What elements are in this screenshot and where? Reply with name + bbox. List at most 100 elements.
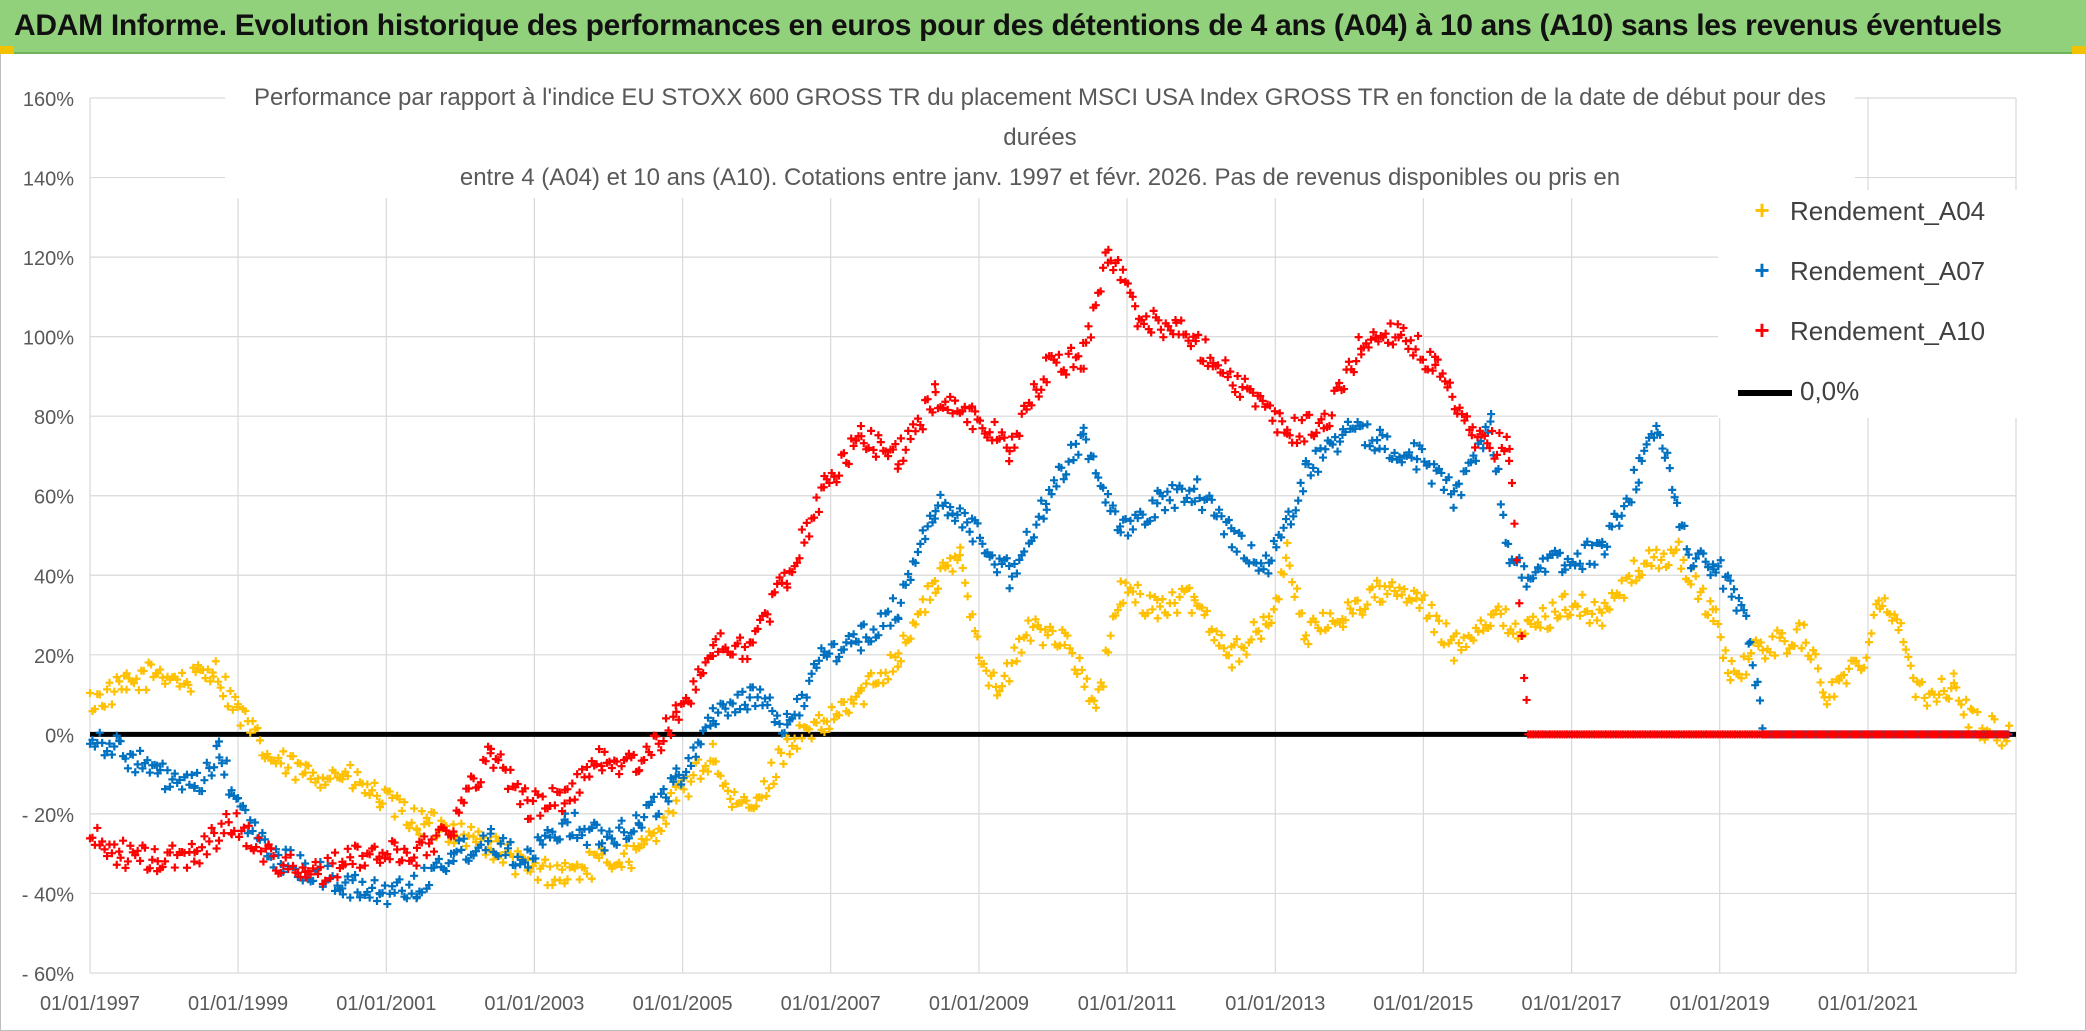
data-point <box>1368 583 1377 592</box>
data-point <box>888 594 897 603</box>
data-point <box>331 848 340 857</box>
data-point <box>202 758 211 767</box>
data-point <box>825 724 834 733</box>
data-point <box>1145 516 1154 525</box>
data-point <box>548 827 557 836</box>
data-point <box>1282 553 1291 562</box>
data-point <box>1575 611 1584 620</box>
data-point <box>1353 418 1362 427</box>
data-point <box>1331 433 1340 442</box>
data-point <box>1277 533 1286 542</box>
data-point <box>214 836 223 845</box>
data-point <box>1583 537 1592 546</box>
data-point <box>2002 737 2011 746</box>
data-point <box>1219 644 1228 653</box>
data-point <box>1592 616 1601 625</box>
data-point <box>1251 402 1260 411</box>
data-point <box>1034 512 1043 521</box>
data-point <box>1415 603 1424 612</box>
data-point <box>189 663 198 672</box>
data-point <box>1437 468 1446 477</box>
data-point <box>1074 450 1083 459</box>
data-point <box>1353 596 1362 605</box>
data-point <box>711 635 720 644</box>
data-point <box>800 538 809 547</box>
data-point <box>1780 637 1789 646</box>
data-point <box>450 831 459 840</box>
data-point <box>528 797 537 806</box>
data-point <box>888 445 897 454</box>
data-point <box>116 737 125 746</box>
legend-label: 0,0% <box>1800 376 1860 406</box>
data-point <box>765 617 774 626</box>
data-point <box>182 863 191 872</box>
data-point <box>390 812 399 821</box>
data-point <box>775 719 784 728</box>
data-point <box>1034 392 1043 401</box>
x-tick-label: 01/01/1999 <box>188 993 288 1015</box>
data-point <box>365 850 374 859</box>
data-point <box>1344 357 1353 366</box>
data-point <box>1063 631 1072 640</box>
data-point <box>805 676 814 685</box>
data-point <box>1079 364 1088 373</box>
data-point <box>1109 266 1118 275</box>
data-point <box>217 759 226 768</box>
data-point <box>355 863 364 872</box>
data-point <box>210 829 219 838</box>
x-tick-label: 01/01/1997 <box>40 993 140 1015</box>
data-point <box>921 608 930 617</box>
data-point <box>856 422 865 431</box>
data-point <box>918 526 927 535</box>
data-point <box>1533 618 1542 627</box>
data-point <box>1317 415 1326 424</box>
data-point <box>343 844 352 853</box>
data-point <box>1064 457 1073 466</box>
data-point <box>251 818 260 827</box>
data-point <box>412 843 421 852</box>
data-point <box>1520 562 1529 571</box>
data-point <box>1091 469 1100 478</box>
data-point <box>1373 436 1382 445</box>
data-point <box>666 731 675 740</box>
data-point <box>1652 421 1661 430</box>
data-point <box>835 711 844 720</box>
data-point <box>388 882 397 891</box>
data-point <box>242 842 251 851</box>
data-point <box>464 784 473 793</box>
data-point <box>931 507 940 516</box>
data-point <box>161 857 170 866</box>
data-point <box>123 764 132 773</box>
data-point <box>795 554 804 563</box>
data-point <box>110 687 119 696</box>
data-point <box>313 870 322 879</box>
data-point <box>1113 606 1122 615</box>
data-point <box>284 865 293 874</box>
data-point <box>1520 673 1529 682</box>
data-point <box>1269 536 1278 545</box>
data-point <box>901 580 910 589</box>
data-point <box>1830 692 1839 701</box>
legend-label: Rendement_A07 <box>1790 256 1986 286</box>
data-point <box>1238 383 1247 392</box>
data-point <box>896 434 905 443</box>
data-point <box>228 705 237 714</box>
data-point <box>100 702 109 711</box>
data-point <box>1215 641 1224 650</box>
data-point <box>1714 562 1723 571</box>
data-point <box>1522 582 1531 591</box>
data-point <box>390 838 399 847</box>
data-point <box>372 791 381 800</box>
data-point <box>948 567 957 576</box>
data-point <box>783 720 792 729</box>
data-point <box>587 824 596 833</box>
data-point <box>246 816 255 825</box>
data-point <box>128 750 137 759</box>
data-point <box>326 774 335 783</box>
data-point <box>526 814 535 823</box>
data-point <box>1515 599 1524 608</box>
data-point <box>306 774 315 783</box>
data-point <box>918 595 927 604</box>
data-point <box>316 863 325 872</box>
data-point <box>956 543 965 552</box>
